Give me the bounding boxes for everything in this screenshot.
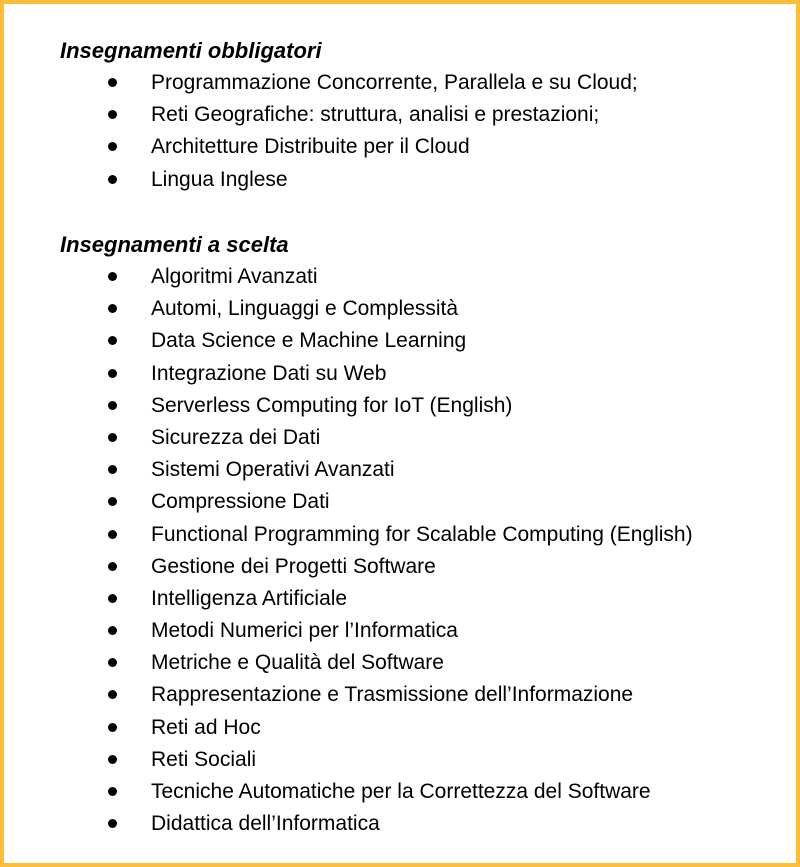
bullet-icon	[108, 754, 117, 764]
bullet-icon	[108, 787, 117, 796]
list-item: Algoritmi Avanzati	[4, 262, 764, 294]
course-name: Intelligenza Artificiale	[151, 586, 348, 610]
bullet-icon	[108, 336, 117, 346]
mandatory-course-list: Programmazione Concorrente, Parallela e …	[4, 68, 764, 197]
course-name: Gestione dei Progetti Software	[151, 554, 436, 578]
list-item: Didattica dell’Informatica	[4, 809, 764, 841]
list-item: Architetture Distribuite per il Cloud	[4, 132, 764, 164]
bullet-icon	[108, 690, 117, 700]
bullet-icon	[108, 78, 117, 87]
course-name: Reti Geografiche: struttura, analisi e p…	[151, 103, 600, 127]
bullet-icon	[108, 593, 117, 603]
list-item: Reti Geografiche: struttura, analisi e p…	[4, 100, 764, 132]
list-item: Automi, Linguaggi e Complessità	[4, 294, 764, 326]
bullet-icon	[108, 368, 117, 378]
course-name: Algoritmi Avanzati	[151, 265, 318, 288]
list-item: Lingua Inglese	[4, 165, 764, 197]
course-name: Reti ad Hoc	[151, 715, 261, 739]
course-name: Architetture Distribuite per il Cloud	[151, 135, 470, 159]
bullet-icon	[108, 465, 117, 475]
bullet-icon	[108, 174, 117, 184]
bullet-icon	[108, 304, 117, 314]
course-name: Automi, Linguaggi e Complessità	[151, 297, 459, 321]
bullet-icon	[108, 819, 117, 829]
elective-course-list: Algoritmi Avanzati Automi, Linguaggi e C…	[4, 262, 764, 841]
bullet-icon	[108, 561, 117, 571]
course-name: Compressione Dati	[151, 490, 330, 514]
bullet-icon	[108, 110, 117, 120]
section-title-elective: Insegnamenti a scelta	[60, 232, 289, 257]
section-title-mandatory: Insegnamenti obbligatori	[60, 38, 322, 63]
bullet-icon	[108, 497, 117, 507]
list-item: Sistemi Operativi Avanzati	[4, 455, 764, 487]
bullet-icon	[108, 658, 117, 668]
course-name: Tecniche Automatiche per la Correttezza …	[151, 780, 651, 803]
bullet-icon	[108, 142, 117, 152]
list-item: Integrazione Dati su Web	[4, 359, 764, 391]
course-name: Integrazione Dati su Web	[151, 361, 387, 385]
bullet-icon	[108, 272, 117, 281]
list-item: Data Science e Machine Learning	[4, 326, 764, 358]
course-name: Rappresentazione e Trasmissione dell’Inf…	[151, 683, 634, 707]
list-item: Reti Sociali	[4, 745, 764, 777]
list-item: Intelligenza Artificiale	[4, 584, 764, 616]
course-name: Sicurezza dei Dati	[151, 425, 321, 449]
list-item: Functional Programming for Scalable Comp…	[4, 520, 764, 552]
course-name: Functional Programming for Scalable Comp…	[151, 522, 693, 546]
course-name: Sistemi Operativi Avanzati	[151, 458, 395, 482]
bullet-icon	[108, 529, 117, 539]
list-item: Compressione Dati	[4, 487, 764, 519]
list-item: Sicurezza dei Dati	[4, 423, 764, 455]
list-item: Serverless Computing for IoT (English)	[4, 391, 764, 423]
list-item: Reti ad Hoc	[4, 713, 764, 745]
list-item: Tecniche Automatiche per la Correttezza …	[4, 777, 764, 809]
list-item: Metodi Numerici per l’Informatica	[4, 616, 764, 648]
bullet-icon	[108, 722, 117, 732]
bullet-icon	[108, 626, 117, 636]
list-item: Rappresentazione e Trasmissione dell’Inf…	[4, 680, 764, 712]
bullet-icon	[108, 400, 117, 410]
course-name: Reti Sociali	[151, 747, 257, 771]
bullet-icon	[108, 432, 117, 442]
course-name: Lingua Inglese	[151, 167, 288, 191]
course-name: Metriche e Qualità del Software	[151, 651, 444, 675]
course-name: Metodi Numerici per l’Informatica	[151, 619, 458, 643]
list-item: Programmazione Concorrente, Parallela e …	[4, 68, 764, 100]
course-name: Data Science e Machine Learning	[151, 329, 467, 353]
course-name: Serverless Computing for IoT (English)	[151, 393, 513, 417]
list-item: Metriche e Qualità del Software	[4, 648, 764, 680]
course-name: Didattica dell’Informatica	[151, 812, 380, 836]
course-name: Programmazione Concorrente, Parallela e …	[151, 71, 638, 94]
list-item: Gestione dei Progetti Software	[4, 552, 764, 584]
